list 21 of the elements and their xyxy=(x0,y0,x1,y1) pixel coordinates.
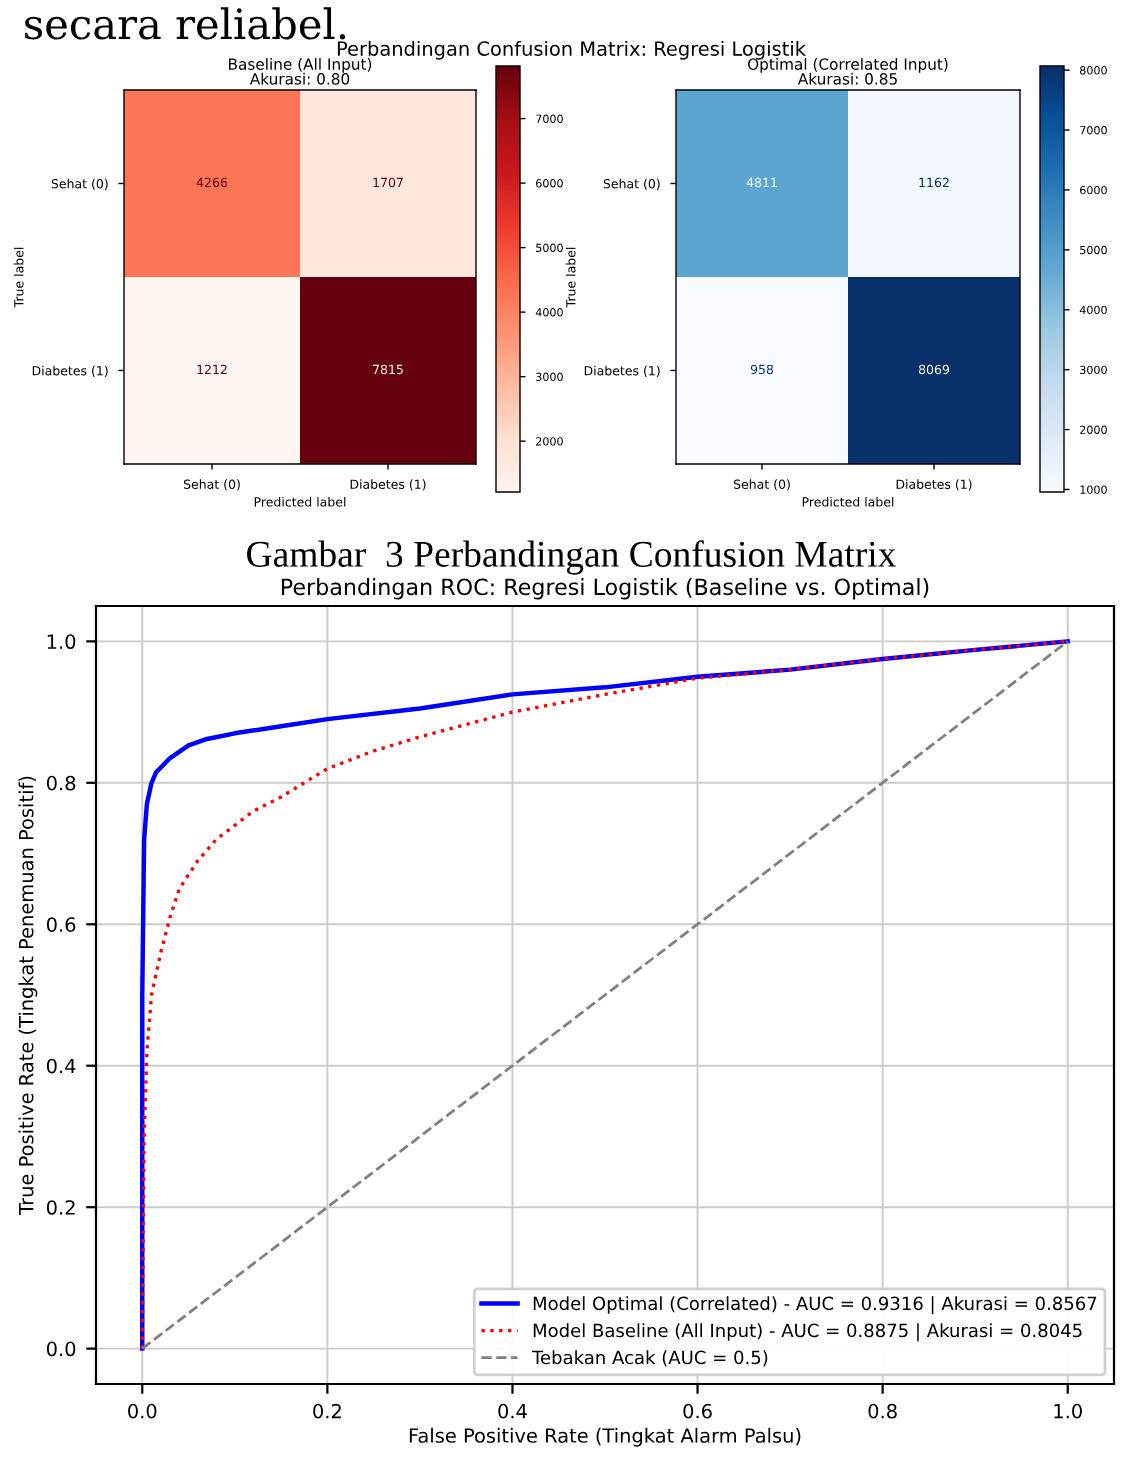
y-tick-label: 0.2 xyxy=(46,1200,75,1215)
text: secara reliabel. xyxy=(25,7,346,40)
x-tick-label: 0.4 xyxy=(498,1403,527,1419)
chart-title: Perbandingan ROC: Regresi Logistik (Baseline vs. Optimal) xyxy=(281,578,929,600)
y-tick-label: 1.0 xyxy=(47,634,76,650)
y-axis-title: True Positive Rate (Tingkat Penemuan Positif) xyxy=(18,776,38,1215)
legend-label: Model Baseline (All Input) - AUC = 0.8875 | Akurasi = 0.8045 xyxy=(533,1323,1082,1342)
y-tick-label: 0.4 xyxy=(46,1058,76,1074)
legend-label: Model Optimal (Correlated) - AUC = 0.9316 | Akurasi = 0.8567 xyxy=(533,1296,1097,1315)
y-tick-label: 0.6 xyxy=(46,917,76,932)
y-tick-label: 0.0 xyxy=(46,1341,76,1357)
legend-label: Tebakan Acak (AUC = 0.5) xyxy=(531,1350,768,1367)
x-tick-label: 0.2 xyxy=(313,1403,341,1419)
x-tick-label: 0.0 xyxy=(128,1403,157,1419)
text: Perbandingan Confusion Matrix: Regresi Logistik xyxy=(337,40,806,60)
x-tick-label: 1.0 xyxy=(1054,1403,1082,1419)
text: Gambar 3 Perbandingan Confusion Matrix xyxy=(247,540,896,575)
x-tick-label: 0.6 xyxy=(683,1403,712,1419)
y-tick-label: 0.8 xyxy=(46,775,76,791)
x-axis-title: False Positive Rate (Tingkat Alarm Palsu) xyxy=(409,1427,801,1447)
x-tick-label: 0.8 xyxy=(868,1403,897,1419)
